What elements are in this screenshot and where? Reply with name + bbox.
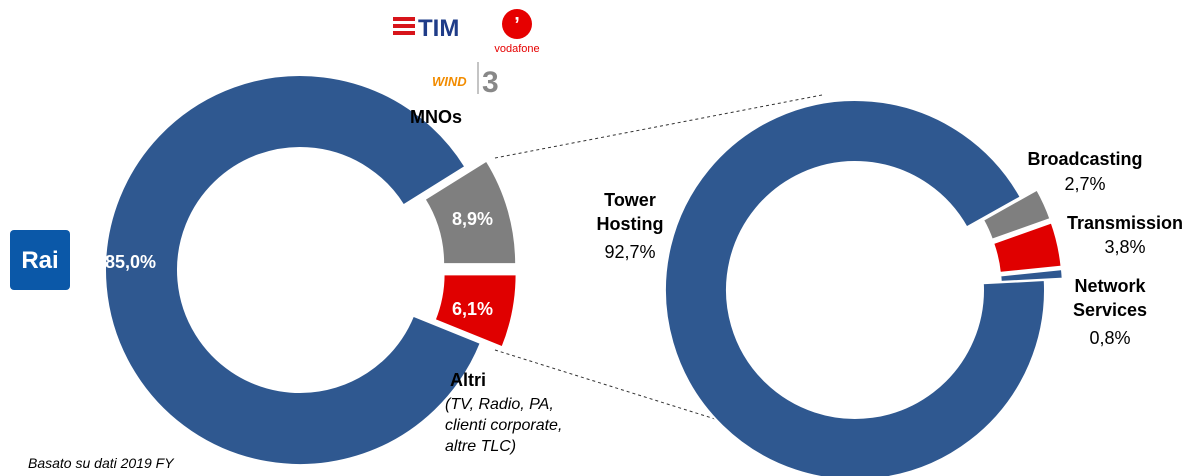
footnote: Basato su dati 2019 FY: [28, 455, 174, 471]
value-label: 3,8%: [1104, 237, 1146, 257]
vodafone-text: vodafone: [494, 43, 539, 55]
tim-text: TIM: [418, 15, 459, 42]
svg-text:’: ’: [514, 14, 520, 36]
connector: [494, 349, 831, 456]
donut-segment: [664, 99, 1046, 476]
tim-logo: TIM: [393, 15, 459, 42]
value-label: 85,0%: [105, 252, 157, 272]
rai-text: Rai: [21, 247, 58, 274]
value-label: 2,7%: [1064, 174, 1106, 194]
donut-segment: [991, 221, 1063, 275]
three-text: 3: [482, 66, 499, 99]
value-label: 8,9%: [452, 209, 494, 229]
connector: [494, 94, 823, 159]
segment-label: MNOs: [410, 107, 463, 127]
segment-label: Broadcasting: [1027, 149, 1143, 169]
value-label: 6,1%: [452, 299, 494, 319]
wind-three-logo: WIND 3: [432, 62, 499, 99]
donut-segment: [999, 268, 1064, 283]
wind-text: WIND: [432, 74, 467, 89]
value-label: 92,7%: [604, 242, 656, 262]
donut-segment: [104, 74, 483, 467]
donut-segment: [423, 159, 518, 266]
donut-segment: [981, 188, 1052, 241]
value-label: 0,8%: [1089, 328, 1131, 348]
segment-label: Transmission: [1066, 213, 1184, 233]
rai-logo: Rai: [10, 230, 70, 290]
segment-label: Tower Hosting: [596, 190, 664, 234]
donut-segment: [433, 273, 518, 349]
segment-label: Altri: [450, 370, 486, 390]
vodafone-logo: ’ vodafone: [494, 9, 540, 55]
segment-label: Network Services: [1072, 276, 1148, 320]
annotation: (TV, Radio, PA, clienti corporate, altre…: [445, 396, 563, 455]
